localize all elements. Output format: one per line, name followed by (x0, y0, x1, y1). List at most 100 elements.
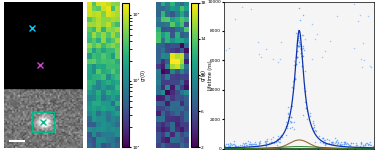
Point (235, 145, 241, 147)
Point (329, 142, 335, 144)
Point (253, 142, 259, 145)
Point (241, 143, 247, 145)
Point (300, 13, 306, 16)
Point (284, 125, 290, 128)
Point (314, 33, 320, 35)
Point (288, 105, 294, 107)
Point (363, 144, 369, 146)
Point (313, 129, 319, 132)
Point (232, 18, 239, 20)
Point (248, 144, 254, 146)
Point (251, 143, 257, 145)
Point (278, 135, 284, 137)
Point (275, 140, 281, 142)
Point (275, 61, 281, 64)
Point (346, 143, 352, 146)
Point (311, 130, 318, 133)
Point (231, 143, 237, 146)
Point (332, 137, 338, 140)
Point (294, 44, 301, 46)
Point (300, 114, 306, 116)
Point (250, 143, 256, 146)
Point (268, 140, 274, 143)
Point (296, 41, 302, 43)
Point (360, 41, 366, 44)
Point (276, 58, 282, 61)
Point (311, 124, 317, 127)
Point (239, 6, 245, 9)
Point (367, 141, 373, 143)
Point (322, 50, 328, 52)
Point (367, 144, 373, 146)
Point (256, 142, 262, 144)
Point (232, 144, 238, 147)
Point (339, 142, 345, 145)
Point (341, 143, 347, 145)
Point (225, 143, 231, 146)
Point (344, 142, 350, 144)
Point (362, 144, 368, 146)
Point (263, 142, 269, 144)
Point (256, 142, 262, 145)
Point (341, 141, 347, 144)
Point (274, 137, 280, 140)
Point (349, 141, 355, 144)
Point (268, 141, 274, 144)
Point (295, 34, 301, 37)
Point (287, 120, 293, 122)
Point (325, 142, 332, 144)
Point (222, 144, 228, 147)
Point (355, 20, 361, 22)
Point (328, 143, 334, 146)
Point (222, 145, 228, 147)
Point (285, 112, 291, 114)
Point (288, 121, 294, 123)
Point (241, 145, 247, 147)
Point (252, 142, 258, 145)
Point (270, 136, 276, 138)
Point (294, 50, 300, 53)
Point (237, 144, 243, 146)
Point (358, 143, 364, 146)
Point (299, 54, 305, 57)
Point (351, 3, 357, 6)
Point (276, 141, 282, 143)
Point (287, 127, 293, 129)
Point (243, 141, 249, 144)
Point (297, 43, 303, 45)
Point (338, 144, 344, 146)
Point (302, 38, 308, 40)
Point (285, 122, 291, 124)
Point (320, 137, 326, 140)
Point (263, 143, 270, 146)
Point (275, 134, 281, 137)
Point (352, 146, 358, 148)
Point (263, 141, 269, 144)
Point (342, 142, 348, 144)
Point (298, 48, 304, 50)
Point (277, 41, 284, 43)
Point (363, 142, 369, 144)
Point (278, 134, 284, 136)
Point (231, 147, 237, 149)
Y-axis label: g²(r): g²(r) (200, 69, 206, 81)
Point (307, 115, 313, 118)
Point (335, 141, 341, 143)
Point (348, 142, 354, 144)
Point (337, 143, 343, 146)
Point (310, 127, 316, 129)
Point (322, 139, 328, 141)
Point (293, 32, 299, 34)
Point (302, 49, 308, 51)
Point (246, 145, 252, 148)
Point (299, 65, 305, 67)
Point (263, 140, 269, 142)
Point (351, 145, 357, 148)
Point (334, 15, 340, 17)
Point (361, 59, 367, 62)
Point (294, 56, 300, 59)
Point (358, 58, 364, 60)
Point (266, 142, 272, 144)
Point (361, 146, 367, 148)
Point (335, 142, 341, 145)
